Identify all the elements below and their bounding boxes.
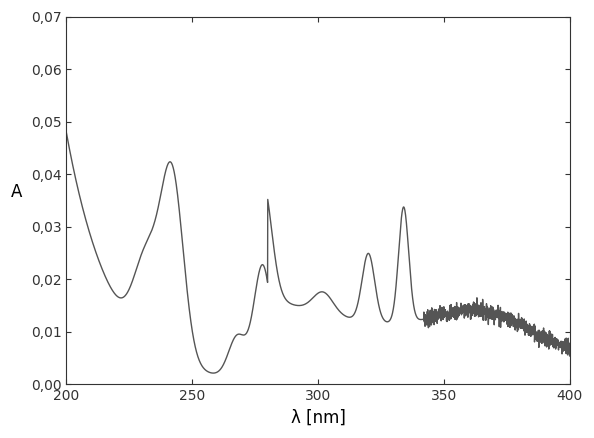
X-axis label: λ [nm]: λ [nm] xyxy=(290,409,346,427)
Y-axis label: A: A xyxy=(11,183,23,201)
